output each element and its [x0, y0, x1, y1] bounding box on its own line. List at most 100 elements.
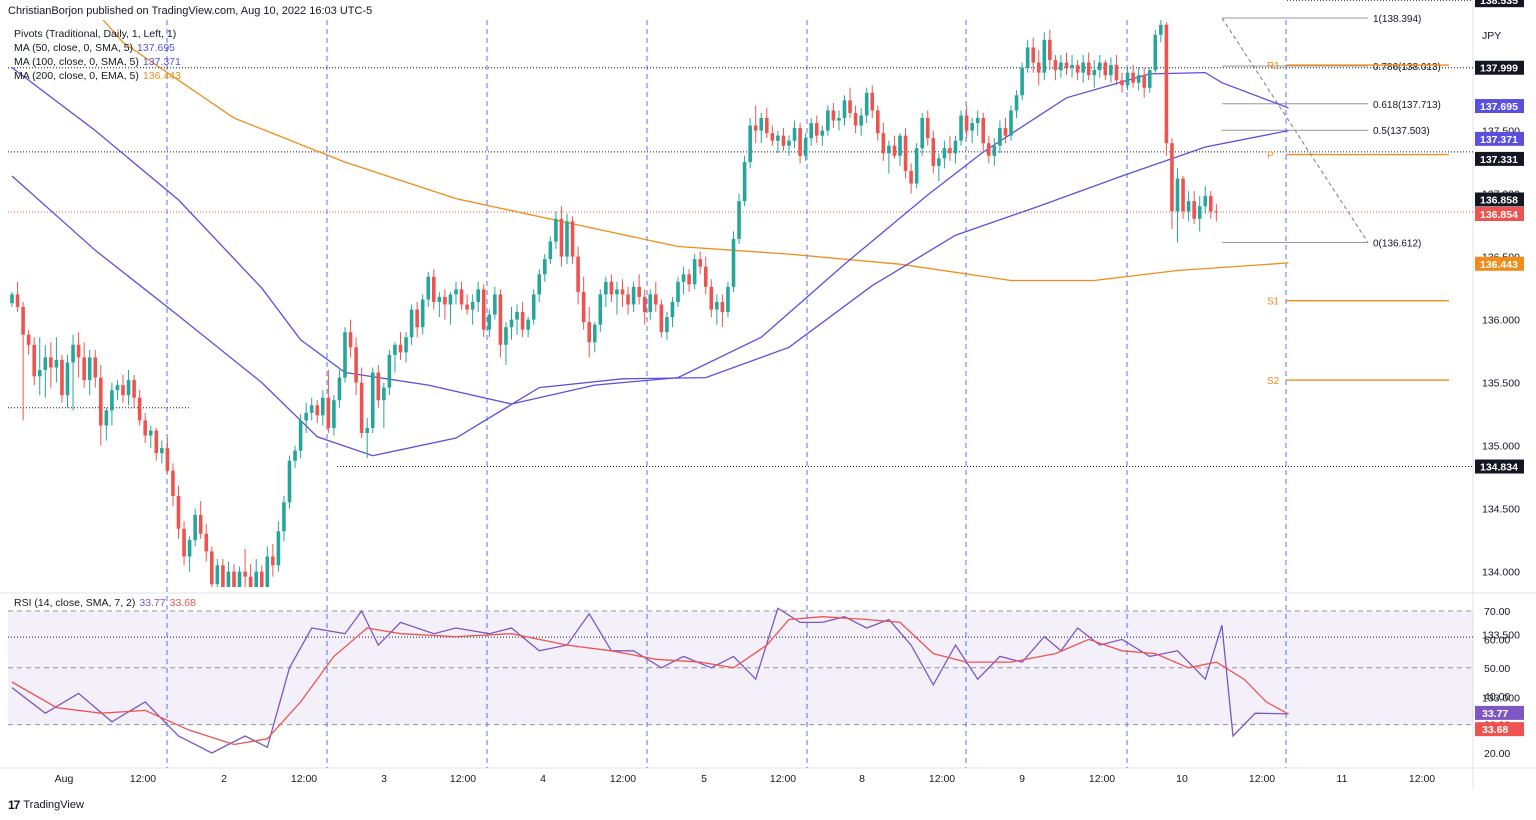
candle-body	[848, 100, 852, 113]
rsi-tick-label: 50.00	[1484, 663, 1510, 675]
candle-body	[376, 372, 381, 401]
time-tick-label: 9	[1019, 773, 1025, 785]
candle-body	[1092, 70, 1097, 76]
candle-body	[1036, 62, 1041, 73]
candle-body	[870, 92, 875, 111]
candle-body	[998, 128, 1002, 146]
candle-body	[892, 145, 897, 156]
candle-body	[898, 135, 902, 156]
candle-body	[876, 110, 880, 134]
candle-body	[753, 125, 758, 131]
candle-body	[415, 309, 419, 328]
price-label-box	[1475, 131, 1524, 146]
candle-body	[198, 514, 203, 534]
candle-body	[321, 397, 325, 416]
candle-body	[459, 289, 464, 305]
pivot-label: S1	[1267, 297, 1280, 308]
candle-body	[387, 354, 392, 388]
price-label-text: 137.695	[1480, 101, 1518, 113]
candle-body	[914, 148, 919, 184]
time-tick-label: 12:00	[1409, 773, 1435, 785]
candle-body	[931, 138, 936, 166]
candle-body	[615, 289, 619, 295]
candle-body	[1031, 47, 1035, 63]
legend-ma200-label: MA (200, close, 0, EMA, 5)	[14, 70, 139, 82]
candle-body	[942, 148, 947, 159]
candle-body	[332, 400, 336, 428]
candle-body	[1103, 62, 1108, 76]
price-tick-label: 136.000	[1482, 315, 1520, 327]
candle-body	[93, 357, 98, 378]
price-pane	[10, 20, 1289, 587]
candle-body	[148, 430, 153, 436]
time-tick-label: 12:00	[291, 773, 317, 785]
candle-body	[226, 571, 231, 587]
candle-body	[259, 571, 264, 587]
currency-label: JPY	[1482, 30, 1502, 42]
candle-body	[526, 319, 530, 330]
candle-body	[509, 319, 514, 328]
pivot-label: S2	[1267, 376, 1280, 387]
legend-ma200-value: 136.443	[142, 70, 181, 82]
time-tick-label: 12:00	[1249, 773, 1275, 785]
candle-body	[337, 377, 342, 401]
tradingview-footer[interactable]: 17 TradingView	[8, 798, 84, 812]
time-tick-label: 4	[540, 773, 546, 785]
candle-body	[1153, 34, 1158, 71]
candle-body	[1136, 75, 1141, 83]
price-tick-label: 133.500	[1482, 630, 1520, 642]
legend-rsi[interactable]: RSI (14, close, SMA, 7, 2) 33.77 33.68	[14, 597, 196, 609]
candle-body	[104, 410, 109, 426]
candle-body	[637, 286, 641, 297]
candle-body	[481, 289, 486, 330]
candle-body	[470, 301, 475, 310]
time-tick-label: 10	[1176, 773, 1188, 785]
fib-level-label: 0(136.612)	[1373, 238, 1421, 249]
candle-body	[454, 289, 458, 295]
candle-body	[182, 528, 186, 557]
candle-body	[1203, 196, 1208, 207]
candle-body	[531, 294, 536, 320]
price-tick-label: 133.000	[1482, 693, 1520, 705]
fib-level-label: 0.786(138.013)	[1373, 62, 1441, 73]
time-tick-label: 5	[701, 773, 707, 785]
price-label-text: 138.535	[1480, 0, 1518, 7]
time-tick-label: 12:00	[130, 773, 156, 785]
candle-body	[276, 531, 281, 566]
candle-body	[143, 420, 147, 436]
legend-ma50[interactable]: MA (50, close, 0, SMA, 5) 137.695	[14, 42, 175, 54]
candle-body	[82, 357, 86, 381]
candle-body	[709, 286, 714, 310]
legend-rsi-value: 33.77	[139, 597, 166, 609]
price-label-text: 136.858	[1480, 194, 1518, 206]
candle-body	[720, 301, 725, 313]
candle-body	[115, 385, 120, 391]
candle-body	[953, 140, 958, 154]
candle-body	[248, 576, 253, 587]
candle-body	[670, 301, 675, 318]
legend-ma200[interactable]: MA (200, close, 0, EMA, 5) 136.443	[14, 70, 181, 82]
candle-body	[1109, 65, 1113, 76]
candle-body	[221, 565, 225, 587]
price-label-box	[1475, 151, 1524, 166]
candle-body	[909, 170, 913, 184]
candle-body	[676, 281, 680, 302]
candle-body	[1114, 65, 1119, 81]
legend-ma100[interactable]: MA (100, close, 0, SMA, 5) 137.371	[14, 56, 181, 68]
candle-body	[426, 276, 431, 300]
candle-body	[409, 309, 414, 338]
legend-rsi-ma-value: 33.68	[169, 597, 196, 609]
legend-ma50-value: 137.695	[137, 42, 176, 54]
candle-body	[210, 551, 214, 585]
candle-body	[765, 118, 769, 134]
candle-body	[759, 118, 764, 131]
legend-ma50-label: MA (50, close, 0, SMA, 5)	[14, 42, 134, 54]
candle-body	[842, 100, 847, 119]
candle-body	[864, 92, 869, 116]
rsi-value-text: 33.77	[1482, 708, 1508, 720]
candle-body	[1164, 24, 1169, 144]
candle-body	[393, 344, 397, 355]
candle-body	[1186, 201, 1191, 212]
legend-pivots[interactable]: Pivots (Traditional, Daily, 1, Left, 1)	[14, 28, 176, 40]
candle-body	[465, 304, 469, 310]
